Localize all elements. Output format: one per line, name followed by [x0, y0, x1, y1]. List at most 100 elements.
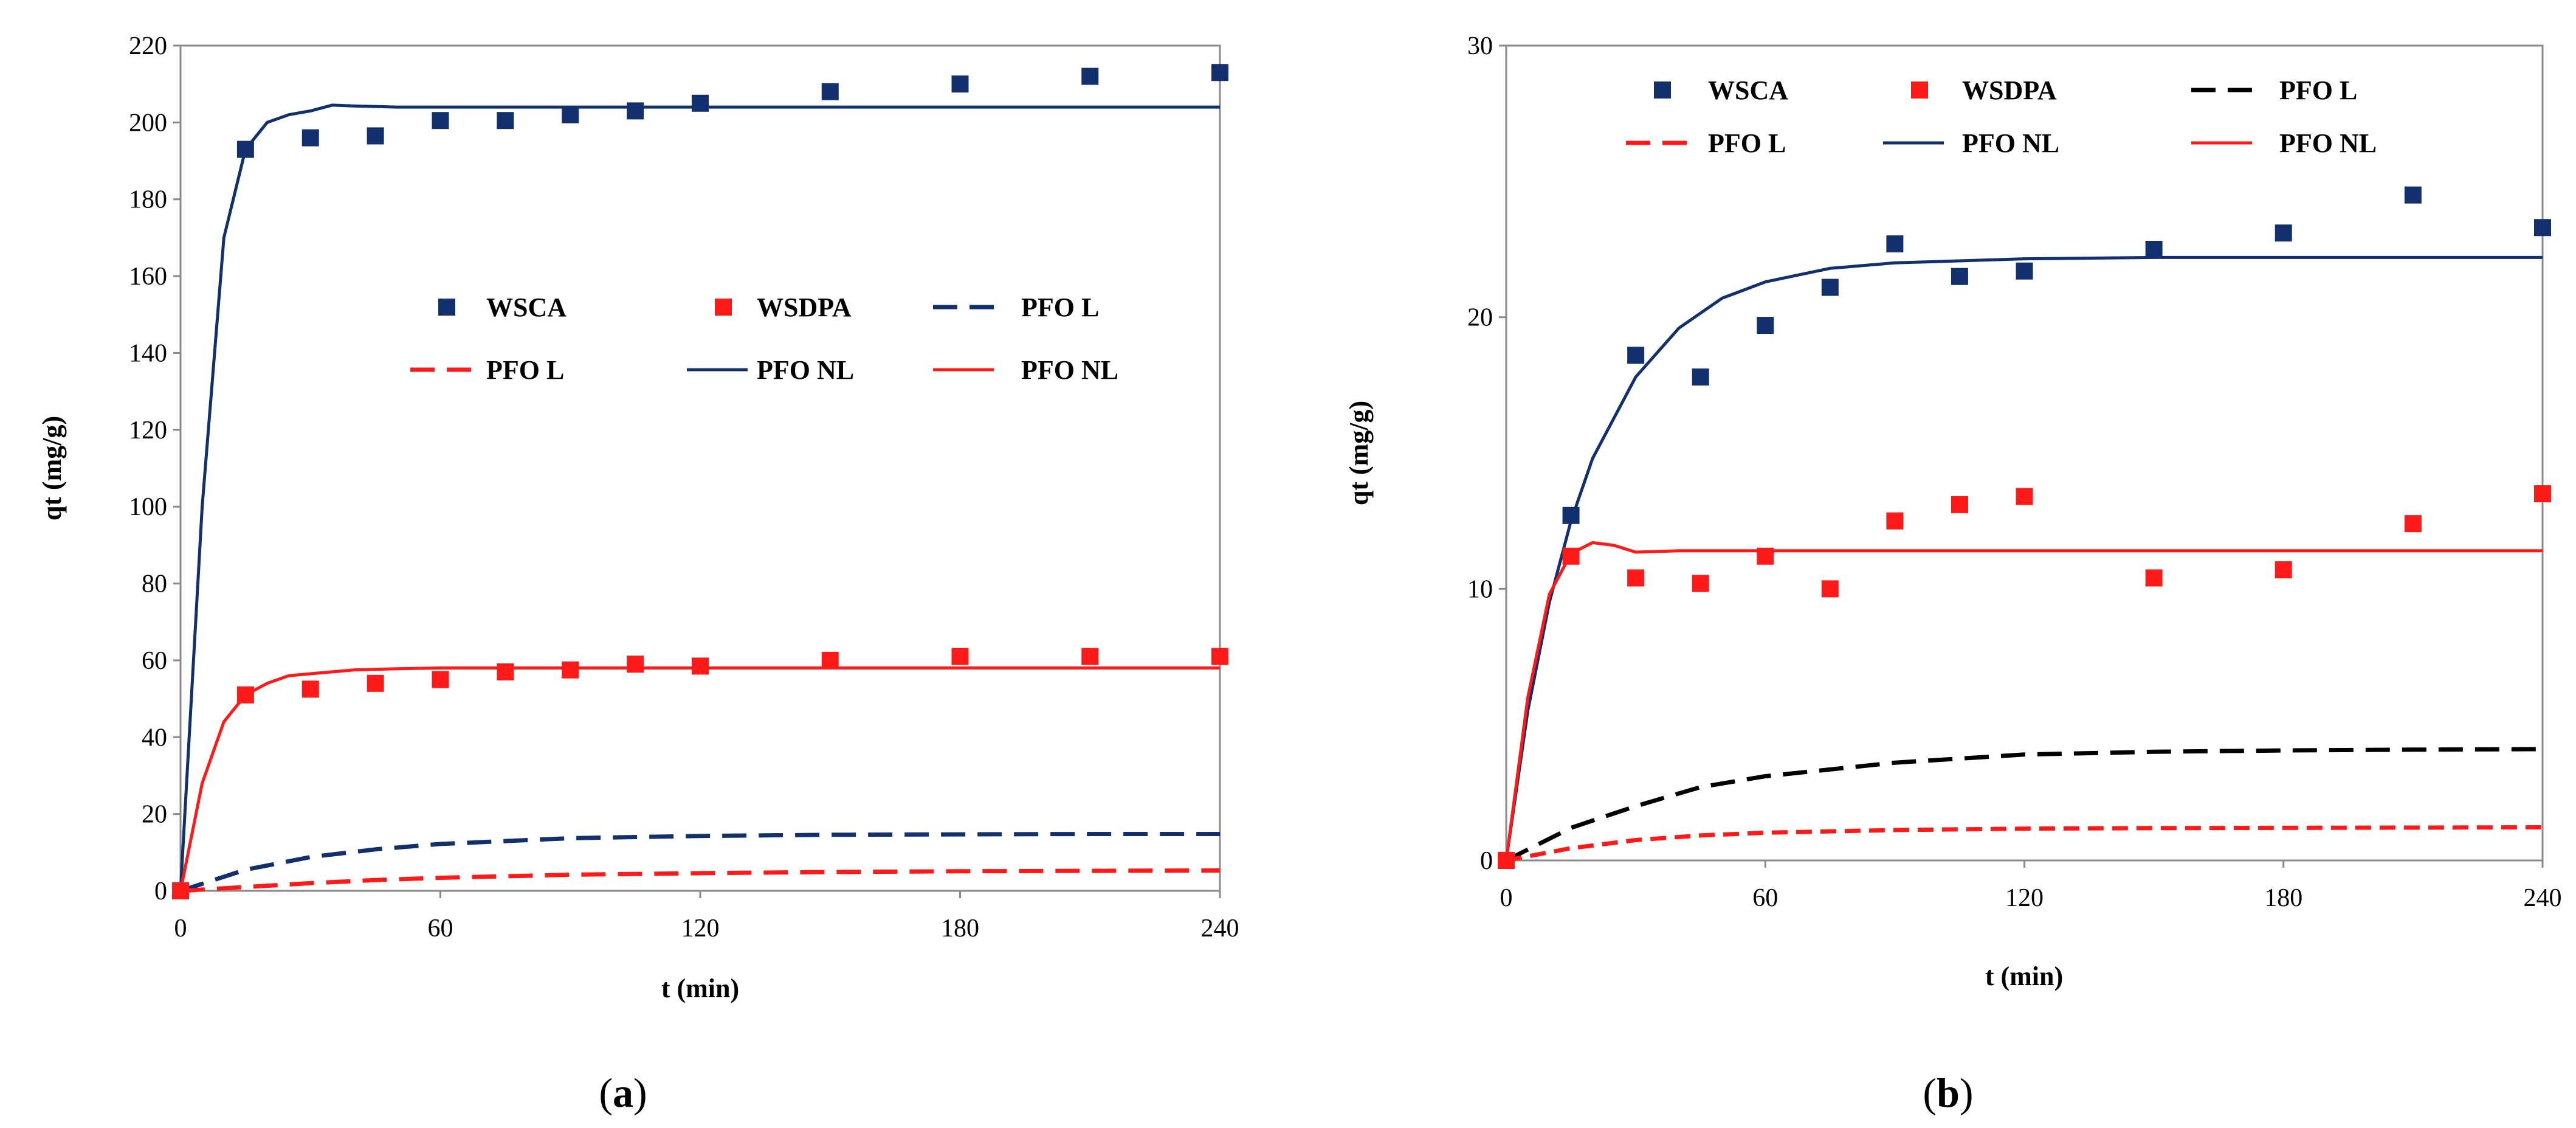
legend-marker-wsdpa	[1911, 81, 1928, 99]
data-point-wsdpa	[497, 663, 514, 680]
legend-label-pfo-l: PFO L	[1021, 292, 1099, 322]
data-point-wsca	[2016, 262, 2033, 280]
y-tick-label: 220	[129, 32, 167, 60]
legend-label-wsca: WSCA	[486, 292, 567, 322]
data-point-wsca	[1951, 268, 1968, 285]
data-point-wsdpa	[2404, 515, 2422, 533]
data-point-wsdpa	[301, 680, 319, 698]
data-point-wsca	[2145, 241, 2163, 258]
data-point-wsca	[2404, 186, 2422, 204]
legend-marker-wsca	[1654, 81, 1671, 99]
data-point-wsdpa	[2145, 569, 2163, 587]
series-line-pfo-l-dashed	[180, 868, 1221, 893]
caption-b-close: )	[1960, 1070, 1974, 1116]
caption-b-open: (	[1923, 1070, 1937, 1116]
y-tick-label: 200	[129, 109, 167, 137]
data-point-wsdpa	[1692, 575, 1709, 592]
legend-marker-wsca	[438, 299, 455, 316]
x-tick-label: 0	[174, 915, 187, 943]
x-tick-label: 0	[1500, 884, 1513, 912]
y-axis-ticks-a: 0 20 40 60 80 100 120 140 160 180 200 220	[129, 32, 181, 905]
y-tick-label: 30	[1467, 32, 1493, 60]
data-point-wsca	[951, 75, 969, 93]
data-point-wsdpa	[1211, 648, 1228, 665]
caption-a-open: (	[599, 1070, 613, 1116]
series-line-pfo-nl-solid	[179, 103, 1220, 891]
data-point-wsdpa	[2016, 488, 2033, 505]
x-tick-label: 60	[428, 915, 453, 943]
y-tick-label: 160	[129, 263, 167, 291]
y-tick-label: 40	[142, 724, 167, 752]
data-point-wsdpa	[1627, 569, 1645, 587]
data-point-wsdpa	[172, 882, 189, 899]
x-tick-label: 60	[1752, 884, 1778, 912]
legend-marker-wsdpa	[715, 299, 732, 316]
y-axis-ticks-b: 0 10 20 30	[1467, 32, 1506, 875]
data-point-wsdpa	[432, 671, 449, 688]
legend-label-pfo-l: PFO L	[486, 355, 564, 385]
series-points-a	[172, 64, 1228, 899]
legend-label-pfo-nl: PFO NL	[2279, 128, 2377, 158]
plot-area-a	[179, 44, 1221, 892]
data-point-wsca	[432, 112, 449, 130]
caption-a: (a)	[599, 1070, 647, 1116]
data-point-wsca	[1886, 235, 1904, 253]
data-point-wsdpa	[1821, 580, 1839, 598]
data-point-wsca	[562, 106, 579, 123]
legend-label-pfo-l: PFO L	[1708, 128, 1786, 158]
series-line-pfo-nl-solid	[1504, 541, 2543, 861]
data-point-wsca	[821, 83, 839, 100]
data-point-wsdpa	[2534, 485, 2551, 502]
data-point-wsdpa	[562, 661, 579, 679]
data-point-wsca	[2275, 224, 2292, 242]
y-tick-label: 10	[1467, 575, 1493, 603]
y-tick-label: 100	[129, 493, 167, 521]
legend-label-pfo-nl: PFO NL	[1021, 355, 1118, 385]
y-tick-label: 140	[129, 339, 167, 367]
data-point-wsca	[692, 94, 709, 112]
data-point-wsdpa	[821, 651, 839, 669]
x-axis-ticks-a: 0 60 120 180 240	[174, 891, 1239, 943]
data-point-wsdpa	[1951, 496, 1968, 513]
caption-a-letter: a	[613, 1070, 633, 1116]
y-tick-label: 0	[1480, 847, 1493, 875]
y-tick-label: 60	[142, 647, 167, 675]
data-point-wsdpa	[1562, 547, 1580, 565]
y-axis-label-b: qt (mg/g)	[1344, 401, 1374, 505]
legend-a: WSCA WSDPA PFO L PFO L PFO NL PFO NL	[410, 292, 1118, 385]
data-point-wsca	[1562, 507, 1580, 524]
plot-area-b	[1505, 44, 2544, 862]
legend-label-wsca: WSCA	[1708, 75, 1788, 105]
data-point-wsca	[2534, 219, 2551, 237]
caption-b-letter: b	[1937, 1070, 1960, 1116]
x-axis-label-a: t (min)	[661, 974, 739, 1003]
data-point-wsca	[497, 112, 514, 130]
data-point-wsca	[301, 129, 319, 147]
y-tick-label: 80	[142, 570, 167, 598]
legend-label-wsdpa: WSDPA	[1962, 75, 2057, 105]
data-point-wsca	[236, 140, 254, 158]
data-point-wsdpa	[951, 648, 969, 665]
data-point-wsca	[1821, 279, 1839, 296]
data-point-wsca	[1211, 64, 1228, 81]
y-tick-label: 180	[129, 186, 167, 214]
x-tick-label: 120	[681, 915, 720, 943]
data-point-wsca	[1692, 368, 1709, 386]
data-point-wsdpa	[236, 686, 254, 704]
data-point-wsdpa	[367, 674, 384, 692]
data-point-wsca	[367, 127, 384, 145]
series-line-pfo-nl-solid	[1504, 255, 2543, 861]
x-tick-label: 240	[2524, 884, 2562, 912]
series-lines-a	[179, 103, 1221, 893]
x-tick-label: 180	[941, 915, 979, 943]
y-tick-label: 20	[1467, 304, 1493, 332]
y-tick-label: 20	[142, 801, 167, 829]
legend-label-wsdpa: WSDPA	[757, 292, 852, 322]
data-point-wsdpa	[627, 656, 644, 673]
legend-label-pfo-nl: PFO NL	[757, 355, 854, 385]
data-point-wsca	[1081, 67, 1099, 85]
data-point-wsca	[1757, 317, 1774, 334]
series-line-pfo-l-dashed	[1506, 825, 2543, 863]
data-point-wsdpa	[1081, 648, 1099, 665]
x-axis-label-b: t (min)	[1985, 961, 2063, 991]
